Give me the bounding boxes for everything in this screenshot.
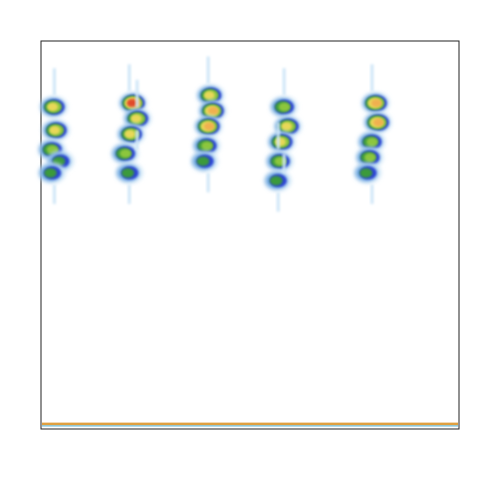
heatmap-cluster [124,108,152,129]
heatmap-streak [282,153,286,173]
baseline-band-upper [42,422,458,426]
heatmap-cell [124,129,136,139]
heatmap-cell [47,102,59,112]
baseline-band [42,422,458,427]
heatmap-cell [208,106,219,115]
heatmap-cell [201,141,213,151]
heatmap-cell [359,168,373,178]
heatmap-streak [127,64,131,92]
heatmap-cell [49,126,61,135]
heatmap-cluster [39,162,66,183]
heatmap-cluster [193,135,221,156]
heatmap-cluster [359,131,386,152]
heatmap-cell [121,168,135,178]
heatmap-streak [52,68,56,96]
heatmap-cell [130,114,142,123]
heatmap-cluster [116,162,143,183]
heatmap-cluster [362,93,390,114]
heatmap-cluster [199,100,227,121]
heatmap-streak [206,56,210,84]
heatmap-cell [364,153,376,162]
heatmap-cell [366,137,379,147]
baseline-band-lower [42,425,458,427]
heatmap-streak [135,79,139,107]
heatmap-cell [196,156,210,167]
heatmap-streak [370,64,374,92]
heatmap-cluster [118,124,145,145]
heatmap-cluster [41,96,68,117]
heatmap-cell [373,118,384,127]
heatmap-cell [274,137,286,147]
heatmap-streak [282,68,286,96]
heatmap-cell [371,99,382,108]
heatmap-clusters [39,56,392,212]
heatmap-streak [127,184,131,204]
heatmap-cluster [364,112,392,133]
heatmap-cluster [275,116,302,137]
heatmap-cell [126,99,138,107]
plot-area [40,40,460,430]
heatmap-cluster [355,162,382,183]
heatmap-cluster [265,170,292,191]
heatmap-cell [203,91,215,100]
heatmap-cluster [195,116,223,137]
heatmap-streak [370,184,374,204]
heatmap-cell [281,122,293,131]
heatmap-cluster [43,120,70,141]
heatmap-cluster [356,147,384,168]
heatmap-streak [276,122,280,150]
heatmap-cell [119,149,132,158]
heatmap-cell [44,168,57,178]
heatmap-cluster [197,85,225,106]
heatmap-cell [203,122,215,131]
heatmap-streak [52,184,56,204]
heatmap-cell [46,145,59,155]
heatmap-streak [276,192,280,212]
heatmap-cluster [192,151,219,172]
heatmap-cluster [267,151,294,172]
heatmap-streak [206,172,210,193]
heatmap-cluster [112,143,139,164]
heatmap-cluster [271,96,298,117]
heatmap-cell [269,175,283,186]
heatmap-cell [278,102,291,112]
heatmap-streak [135,130,139,150]
